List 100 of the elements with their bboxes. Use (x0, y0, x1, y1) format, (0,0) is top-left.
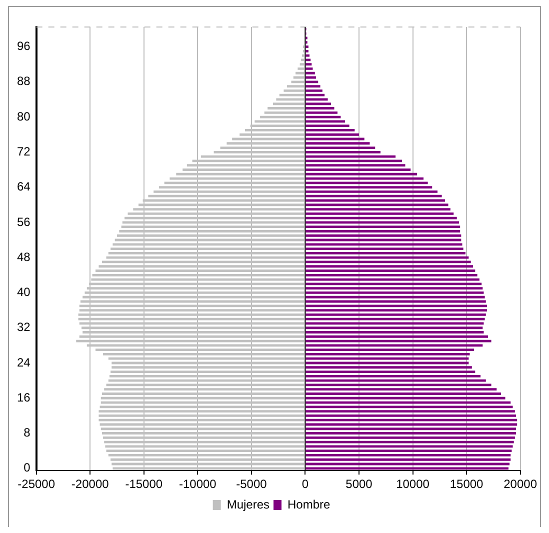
x-tick-label: -15000 (125, 477, 163, 492)
bar (306, 326, 483, 330)
bar (306, 142, 370, 145)
bar (306, 384, 492, 386)
y-tick-label: 0 (24, 460, 31, 475)
bar (306, 164, 406, 167)
legend-label: Mujeres (226, 497, 270, 512)
bar (306, 120, 346, 123)
bar (264, 111, 305, 114)
bar (306, 234, 462, 237)
y-tick-label: 40 (16, 285, 31, 300)
bar (306, 445, 513, 448)
y-tick-label: 64 (16, 180, 31, 194)
x-tick-label: 15000 (450, 477, 484, 492)
bar (306, 436, 515, 439)
y-tick-label: 32 (16, 320, 31, 334)
bar (284, 89, 305, 92)
bar (306, 172, 418, 176)
bar (306, 168, 411, 171)
bar (306, 374, 481, 378)
bar (306, 208, 450, 210)
x-tick-label: 20000 (504, 477, 538, 492)
bar (306, 194, 442, 198)
bar (306, 85, 320, 88)
bar (306, 418, 518, 422)
bar (306, 190, 438, 193)
x-tick-label: 5000 (346, 477, 373, 492)
bar (254, 120, 305, 123)
bar (306, 89, 322, 92)
bar (306, 304, 487, 308)
bar (306, 270, 476, 272)
bar (306, 353, 470, 356)
bar (306, 94, 325, 96)
bar (306, 458, 511, 461)
bar (268, 107, 305, 110)
bar (306, 63, 312, 66)
bar (306, 129, 355, 132)
bar (306, 454, 511, 456)
bar (296, 72, 305, 74)
y-tick-label: 48 (16, 250, 31, 264)
y-tick-label: 8 (24, 426, 31, 440)
bar (306, 226, 460, 228)
bar (306, 212, 454, 215)
y-tick-label: 80 (16, 109, 31, 124)
bar (306, 309, 487, 312)
bar (306, 396, 506, 400)
y-tick-label: 88 (16, 74, 31, 88)
bar (306, 406, 513, 408)
x-tick-label: 0 (302, 477, 309, 492)
bar (306, 50, 308, 52)
y-tick-label: 56 (16, 214, 31, 229)
bar (306, 252, 466, 254)
bar (306, 54, 310, 57)
bar (306, 357, 469, 360)
legend-label: Hombre (288, 497, 331, 512)
bar (300, 63, 305, 66)
bar (306, 335, 488, 338)
bar (306, 124, 350, 128)
bar (306, 248, 464, 250)
y-tick-label: 16 (16, 390, 31, 404)
bar (306, 72, 315, 74)
bar (306, 370, 476, 373)
y-tick-label: 72 (16, 144, 31, 158)
bar (306, 204, 448, 206)
bar (306, 440, 514, 444)
bar (306, 274, 478, 276)
bar (306, 107, 334, 110)
bar (306, 155, 396, 158)
bar (298, 68, 305, 70)
bar (306, 318, 485, 320)
x-tick-label: -5000 (236, 477, 268, 492)
x-tick-label: -20000 (71, 477, 110, 492)
bar (306, 230, 460, 232)
bar (300, 58, 305, 62)
bar (306, 344, 483, 347)
bar (306, 348, 474, 352)
bar (306, 428, 516, 430)
bar (306, 111, 338, 114)
bar (306, 68, 313, 70)
bar (306, 278, 480, 281)
bar (306, 80, 318, 84)
x-tick-label: -10000 (178, 477, 217, 492)
bar (302, 54, 305, 57)
bar (306, 182, 428, 184)
bar (306, 243, 462, 246)
bar (306, 392, 501, 395)
bar (306, 410, 515, 413)
bar (306, 282, 482, 286)
bar (306, 331, 484, 334)
bar (306, 292, 484, 294)
bar (306, 265, 473, 268)
bar (306, 414, 516, 417)
bar (306, 133, 359, 136)
bar (306, 102, 332, 106)
bar (306, 432, 516, 434)
bar (306, 150, 381, 154)
x-tick-label: 10000 (396, 477, 430, 492)
bar (306, 46, 308, 48)
bar (306, 146, 376, 149)
bar (306, 186, 432, 189)
